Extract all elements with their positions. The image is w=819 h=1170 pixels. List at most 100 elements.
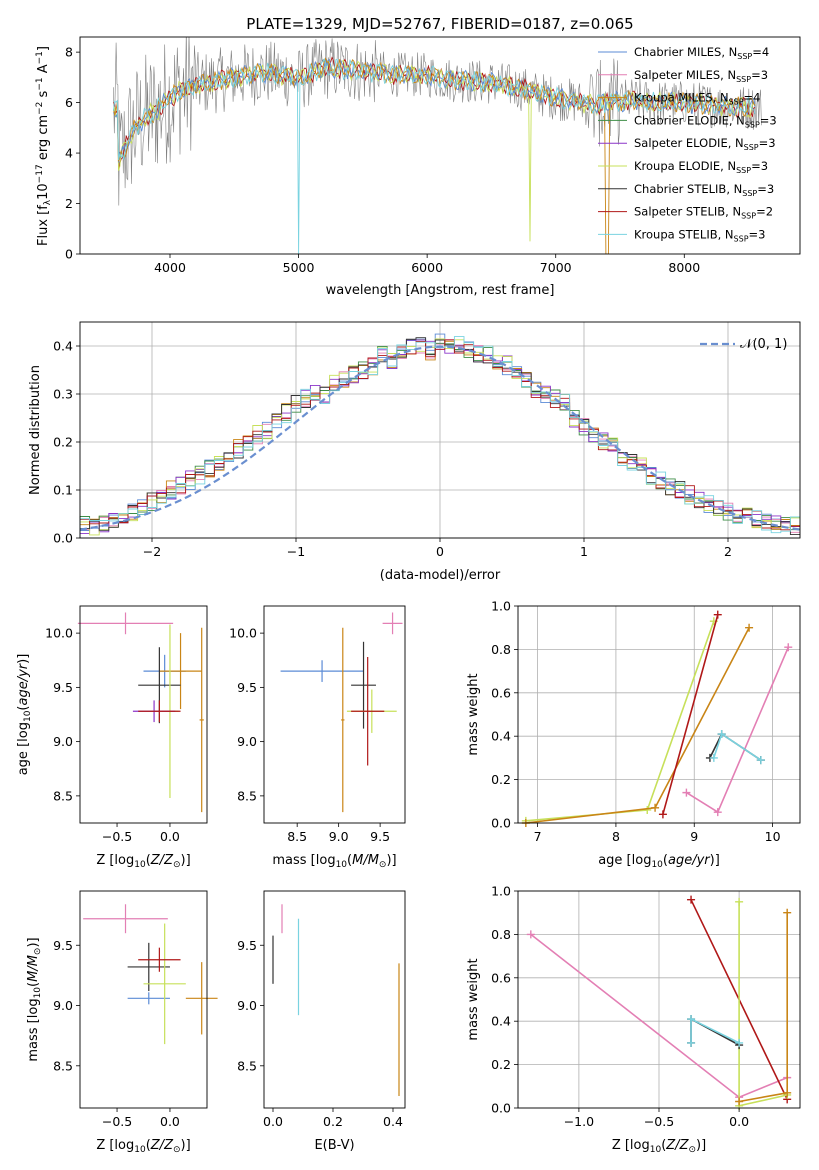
x-tick-label: 4000 bbox=[154, 260, 186, 275]
weight-marker bbox=[784, 643, 793, 652]
weight-line bbox=[713, 732, 762, 761]
y-tick-label: 0.6 bbox=[491, 685, 511, 700]
y-tick-label: 0.4 bbox=[491, 729, 511, 744]
y-tick-label: 8.5 bbox=[53, 788, 73, 803]
axes-frame bbox=[79, 605, 208, 824]
weight-marker bbox=[783, 908, 792, 917]
x-axis-label: E(B-V) bbox=[314, 1138, 354, 1153]
y-axis-label: mass weight bbox=[466, 958, 481, 1040]
y-tick-label: 0.2 bbox=[491, 1057, 511, 1072]
y-tick-label: 0.3 bbox=[53, 387, 73, 402]
y-tick-label: 1.0 bbox=[491, 599, 511, 614]
weight-line bbox=[525, 620, 715, 822]
y-tick-label: 2 bbox=[65, 196, 73, 211]
y-tick-label: 10.0 bbox=[229, 626, 257, 641]
weight-line bbox=[662, 614, 719, 815]
legend-label: Chabrier STELIB, NSSP=3 bbox=[634, 182, 774, 198]
x-tick-label: 0.2 bbox=[323, 1114, 343, 1129]
axes-frame bbox=[79, 36, 801, 255]
legend-label: Chabrier ELODIE, NSSP=3 bbox=[634, 113, 777, 129]
x-tick-label: 0.0 bbox=[160, 829, 180, 844]
x-tick-label: 8 bbox=[612, 829, 620, 844]
y-tick-label: 9.0 bbox=[53, 734, 73, 749]
x-axis-label: Z [log10(Z/Z⊙)] bbox=[96, 853, 190, 870]
x-axis-label: Z [log10(Z/Z⊙)] bbox=[612, 1138, 706, 1155]
y-tick-label: 8 bbox=[65, 45, 73, 60]
weight-line bbox=[690, 1017, 740, 1044]
x-tick-label: −0.5 bbox=[644, 1114, 674, 1129]
y-tick-label: 8.5 bbox=[237, 788, 257, 803]
y-axis-label: mass [log10(M/M⊙)] bbox=[26, 937, 43, 1061]
axes-frame bbox=[263, 890, 406, 1109]
y-tick-label: 0.2 bbox=[53, 435, 73, 450]
weight-marker bbox=[713, 610, 722, 619]
x-tick-label: 6000 bbox=[411, 260, 443, 275]
histogram-step bbox=[79, 337, 800, 538]
axes-frame bbox=[263, 605, 406, 824]
legend-label: Salpeter STELIB, NSSP=2 bbox=[634, 205, 773, 221]
y-tick-label: 6 bbox=[65, 95, 73, 110]
weight-marker bbox=[735, 1038, 744, 1047]
x-tick-label: 0 bbox=[436, 544, 444, 559]
y-tick-label: 0.1 bbox=[53, 483, 73, 498]
y-tick-label: 9.5 bbox=[53, 938, 73, 953]
x-tick-label: 0.0 bbox=[263, 1114, 283, 1129]
x-tick-label: 9.5 bbox=[370, 829, 390, 844]
legend-label: 𝒩(0, 1) bbox=[740, 337, 787, 352]
x-tick-label: −0.5 bbox=[102, 829, 132, 844]
x-tick-label: 7 bbox=[534, 829, 542, 844]
model-spectrum bbox=[112, 57, 756, 254]
x-tick-label: 8000 bbox=[668, 260, 700, 275]
y-tick-label: 0.8 bbox=[491, 642, 511, 657]
weight-marker bbox=[651, 803, 660, 812]
x-tick-label: 7000 bbox=[540, 260, 572, 275]
legend-label: Salpeter MILES, NSSP=3 bbox=[634, 68, 768, 84]
x-tick-label: 0.4 bbox=[383, 1114, 403, 1129]
y-tick-label: 0.6 bbox=[491, 970, 511, 985]
x-tick-label: 9.0 bbox=[329, 829, 349, 844]
chart-mass-weight-vs-metallicity: −1.0 −0.5 0.0 0.0 0.2 0.4 0.6 0.8 1.0 Z [log10(Z/… bbox=[466, 884, 801, 1155]
y-axis-label: Normed distribution bbox=[28, 365, 43, 495]
model-spectrum bbox=[112, 57, 756, 254]
weight-marker bbox=[526, 930, 535, 939]
y-tick-label: 1.0 bbox=[491, 884, 511, 899]
axes-frame bbox=[517, 605, 801, 824]
chart-mass-weight-vs-age: 7 8 9 10 0.0 0.2 0.4 0.6 0.8 1.0 age [log10(age/yr… bbox=[466, 599, 801, 870]
weight-marker bbox=[687, 1038, 696, 1047]
weight-marker bbox=[745, 623, 754, 632]
weight-line bbox=[738, 912, 789, 1103]
weight-marker bbox=[783, 1088, 792, 1097]
x-tick-label: 2 bbox=[724, 544, 732, 559]
x-tick-label: −1 bbox=[287, 544, 305, 559]
x-axis-label: age [log10(age/yr)] bbox=[598, 853, 720, 870]
y-tick-label: 10.0 bbox=[45, 626, 73, 641]
y-tick-label: 0.0 bbox=[491, 816, 511, 831]
weight-marker bbox=[735, 897, 744, 906]
y-tick-label: 9.0 bbox=[237, 734, 257, 749]
y-axis-label: Flux [fλ10−17 erg cm−2 s−1 A−1] bbox=[35, 46, 53, 246]
weight-marker bbox=[756, 756, 765, 765]
legend-label: Kroupa ELODIE, NSSP=3 bbox=[634, 159, 768, 175]
y-tick-label: 9.5 bbox=[237, 938, 257, 953]
histogram-step bbox=[79, 339, 800, 538]
figure-title: PLATE=1329, MJD=52767, FIBERID=0187, z=0… bbox=[246, 15, 633, 33]
weight-marker bbox=[713, 808, 722, 817]
x-tick-label: −1.0 bbox=[564, 1114, 594, 1129]
y-tick-label: 9.5 bbox=[53, 680, 73, 695]
chart-mass-vs-metallicity: −0.5 0.0 8.5 9.0 9.5 Z [log10(Z/Z⊙)] mass [log… bbox=[26, 890, 218, 1155]
legend-label: Chabrier MILES, NSSP=4 bbox=[634, 45, 769, 61]
weight-marker bbox=[658, 810, 667, 819]
x-tick-label: 5000 bbox=[283, 260, 315, 275]
y-tick-label: 9.0 bbox=[237, 998, 257, 1013]
x-tick-label: 0.0 bbox=[729, 1114, 749, 1129]
weight-marker bbox=[687, 895, 696, 904]
chart-residual-histogram: −2 −1 0 1 2 0.0 0.1 0.2 0.3 0.4 𝒩(0, 1) (data-model… bbox=[28, 321, 801, 583]
normal-curve bbox=[79, 345, 801, 531]
weight-marker bbox=[687, 1015, 696, 1024]
x-axis-label: Z [log10(Z/Z⊙)] bbox=[96, 1138, 190, 1155]
y-axis-label: age [log10(age/yr)] bbox=[16, 654, 33, 776]
y-tick-label: 9.5 bbox=[237, 680, 257, 695]
x-axis-label: mass [log10(M/M⊙)] bbox=[272, 853, 396, 870]
y-tick-label: 0.4 bbox=[491, 1014, 511, 1029]
